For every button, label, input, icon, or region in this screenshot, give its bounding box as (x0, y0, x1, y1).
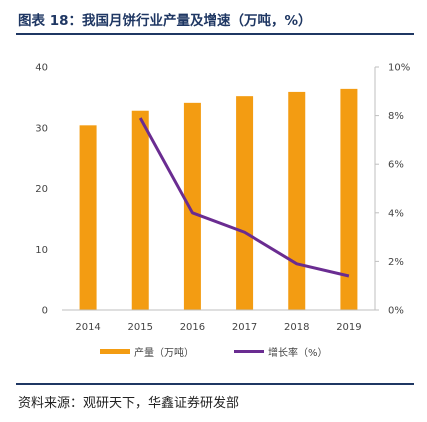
right-axis-ticks: 0% 2% 4% 6% 8% 10% (375, 63, 410, 317)
production-bar (288, 91, 306, 310)
legend-label-growth: 增长率（%） (268, 346, 328, 359)
production-bar (340, 88, 358, 311)
source-divider (16, 383, 414, 385)
x-tick-label: 2018 (284, 322, 309, 333)
production-bar (79, 125, 97, 310)
left-axis-ticks: 0 10 20 30 40 (35, 63, 48, 317)
title-divider (16, 33, 414, 35)
legend-swatch-growth (234, 350, 264, 353)
left-tick-label: 20 (35, 184, 48, 195)
x-tick-label: 2019 (336, 322, 361, 333)
legend-label-production: 产量（万吨） (134, 346, 194, 359)
right-tick-label: 2% (388, 257, 404, 268)
x-tick-label: 2017 (232, 322, 257, 333)
left-tick-label: 0 (42, 306, 48, 317)
left-tick-label: 40 (35, 63, 48, 74)
source-note: 资料来源：观研天下，华鑫证券研发部 (18, 396, 240, 411)
production-bar (131, 110, 149, 311)
production-bar (183, 102, 201, 310)
left-tick-label: 30 (35, 123, 48, 134)
mooncake-production-chart: 0 10 20 30 40 0% 2% 4% 6% 8% 10% 2014 2015 2016 2017… (35, 63, 410, 360)
right-tick-label: 0% (388, 306, 404, 317)
right-tick-label: 4% (388, 208, 404, 219)
right-tick-label: 10% (388, 63, 410, 74)
production-bars (79, 88, 358, 311)
production-bar (236, 96, 254, 310)
x-tick-label: 2016 (180, 322, 205, 333)
x-tick-label: 2015 (128, 322, 153, 333)
growth-rate-line (138, 117, 350, 278)
x-tick-label: 2014 (75, 322, 100, 333)
left-tick-label: 10 (35, 245, 48, 256)
right-tick-label: 6% (388, 160, 404, 171)
x-axis-ticks: 2014 2015 2016 2017 2018 2019 (75, 322, 361, 333)
right-tick-label: 8% (388, 111, 404, 122)
chart-title: 图表 18：我国月饼行业产量及增速（万吨，%） (18, 13, 312, 29)
legend-swatch-production (100, 349, 130, 354)
legend: 产量（万吨） 增长率（%） (100, 346, 328, 359)
